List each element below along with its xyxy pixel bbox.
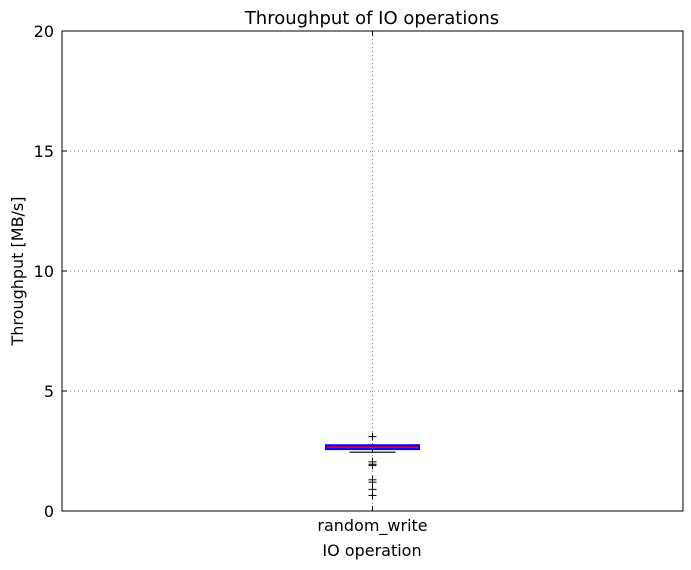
x-axis: random_write (317, 31, 428, 536)
x-tick-label: random_write (317, 516, 427, 536)
outlier-marker (368, 461, 377, 470)
outlier-marker (368, 478, 377, 487)
outlier-marker (368, 432, 377, 441)
y-tick-label: 0 (44, 502, 54, 521)
chart-title: Throughput of IO operations (244, 8, 499, 29)
y-axis: 0 5 10 15 20 (34, 22, 683, 521)
box-random_write (325, 432, 420, 500)
plot-area (325, 432, 420, 500)
y-tick-label: 20 (34, 22, 54, 41)
grid-lines (62, 31, 683, 511)
outlier-marker (368, 491, 377, 500)
y-tick-label: 15 (34, 142, 54, 161)
y-tick-label: 5 (44, 382, 54, 401)
y-axis-label: Throughput [MB/s] (8, 196, 27, 346)
y-tick-label: 10 (34, 262, 54, 281)
x-axis-label: IO operation (322, 541, 421, 560)
